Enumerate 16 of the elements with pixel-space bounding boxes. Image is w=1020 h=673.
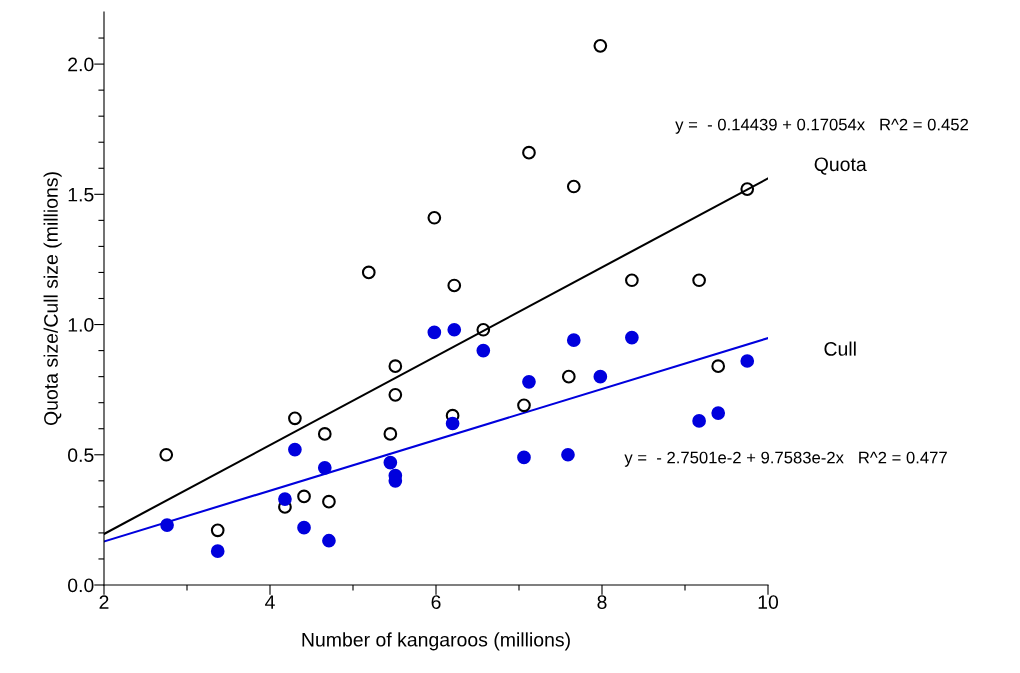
annotation: y = - 0.14439 + 0.17054x R^2 = 0.452 [675,118,969,134]
x-tick-label: 10 [758,595,779,609]
y-tick-label: 0.5 [68,448,94,463]
y-tick-label: 0.0 [68,578,94,593]
x-tick-label: 8 [597,595,607,609]
y-tick-label: 1.0 [68,318,94,332]
text: Cull [824,341,856,356]
x-tick-label: 6 [431,595,441,609]
annotation: y = - 2.7501e-2 + 9.7583e-2x R^2 = 0.477 [624,451,947,467]
x-tick-label: 4 [265,595,275,609]
x-axis-title: Number of kangaroos (millions) [302,632,570,651]
text: Quota [814,157,867,175]
x-tick-label: 2 [99,595,109,609]
y-axis-title: Quota size/Cull size (millions) [43,172,62,426]
y-tick-label: 1.5 [68,187,94,202]
y-tick-label: 2.0 [68,57,94,72]
